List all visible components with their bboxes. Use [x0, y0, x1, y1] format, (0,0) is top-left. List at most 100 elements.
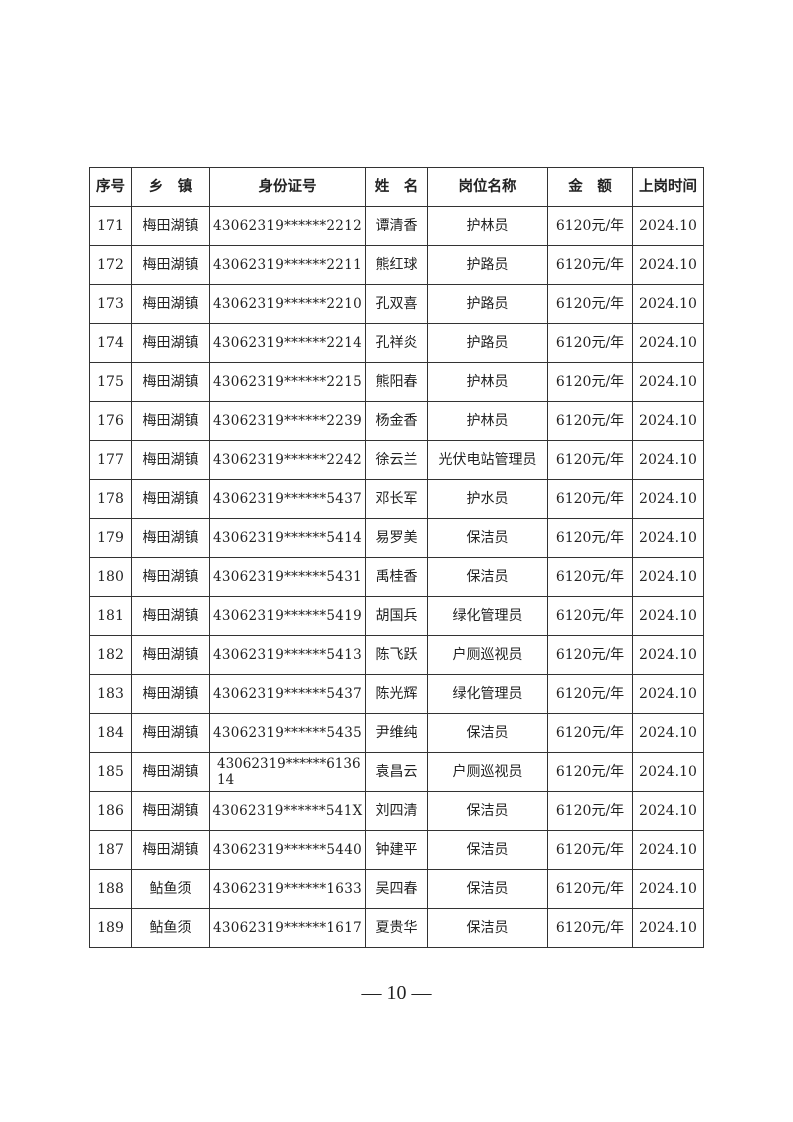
- cell-start-date: 2024.10: [632, 830, 704, 870]
- table-row: 188 鲇鱼须 43062319******1633 吴四春 保洁员 6120元/年 202…: [89, 869, 704, 909]
- cell-amount: 6120元/年: [547, 635, 633, 675]
- cell-amount: 6120元/年: [547, 752, 633, 792]
- cell-id-number: 43062319******5431: [209, 557, 366, 597]
- table-row: 179 梅田湖镇 43062319******5414 易罗美 保洁员 6120元/年 20…: [89, 518, 704, 558]
- cell-name: 熊红球: [365, 245, 428, 285]
- cell-town: 梅田湖镇: [131, 401, 210, 441]
- table-row: 186 梅田湖镇 43062319******541X 刘四清 保洁员 6120元/年 20…: [89, 791, 704, 831]
- cell-start-date: 2024.10: [632, 752, 704, 792]
- cell-town: 梅田湖镇: [131, 479, 210, 519]
- header-amount: 金 额: [547, 167, 633, 207]
- table-row: 178 梅田湖镇 43062319******5437 邓长军 护水员 6120元/年 20…: [89, 479, 704, 519]
- cell-serial: 173: [89, 284, 132, 324]
- cell-position: 护路员: [427, 245, 548, 285]
- cell-position: 护路员: [427, 284, 548, 324]
- cell-amount: 6120元/年: [547, 557, 633, 597]
- cell-town: 梅田湖镇: [131, 791, 210, 831]
- cell-name: 谭清香: [365, 206, 428, 246]
- table-row: 181 梅田湖镇 43062319******5419 胡国兵 绿化管理员 6120元/年…: [89, 596, 704, 636]
- cell-id-number: 43062319******5413: [209, 635, 366, 675]
- cell-start-date: 2024.10: [632, 401, 704, 441]
- table-row: 177 梅田湖镇 43062319******2242 徐云兰 光伏电站管理员 6120元…: [89, 440, 704, 480]
- table-row: 171 梅田湖镇 43062319******2212 谭清香 护林员 6120元/年 20…: [89, 206, 704, 246]
- cell-position: 护水员: [427, 479, 548, 519]
- cell-start-date: 2024.10: [632, 518, 704, 558]
- cell-start-date: 2024.10: [632, 557, 704, 597]
- cell-serial: 179: [89, 518, 132, 558]
- page-number: — 10 —: [361, 982, 432, 1004]
- cell-id-number: 43062319******2212: [209, 206, 366, 246]
- cell-amount: 6120元/年: [547, 518, 633, 558]
- personnel-table: 序号乡 镇身份证号姓 名岗位名称金 额上岗时间 171 梅田湖镇 43062319*…: [89, 167, 704, 948]
- cell-name: 刘四清: [365, 791, 428, 831]
- cell-town: 梅田湖镇: [131, 440, 210, 480]
- cell-town: 梅田湖镇: [131, 752, 210, 792]
- cell-name: 袁昌云: [365, 752, 428, 792]
- cell-position: 保洁员: [427, 908, 548, 948]
- cell-start-date: 2024.10: [632, 206, 704, 246]
- cell-amount: 6120元/年: [547, 713, 633, 753]
- header-serial: 序号: [89, 167, 132, 207]
- cell-amount: 6120元/年: [547, 440, 633, 480]
- cell-serial: 176: [89, 401, 132, 441]
- cell-position: 光伏电站管理员: [427, 440, 548, 480]
- cell-town: 鲇鱼须: [131, 908, 210, 948]
- cell-position: 保洁员: [427, 791, 548, 831]
- cell-amount: 6120元/年: [547, 830, 633, 870]
- cell-name: 吴四春: [365, 869, 428, 909]
- cell-start-date: 2024.10: [632, 869, 704, 909]
- cell-serial: 177: [89, 440, 132, 480]
- cell-position: 保洁员: [427, 869, 548, 909]
- cell-town: 梅田湖镇: [131, 323, 210, 363]
- cell-amount: 6120元/年: [547, 362, 633, 402]
- cell-serial: 189: [89, 908, 132, 948]
- cell-serial: 182: [89, 635, 132, 675]
- cell-serial: 172: [89, 245, 132, 285]
- cell-id-number: 43062319******5440: [209, 830, 366, 870]
- cell-position: 护林员: [427, 401, 548, 441]
- table-row: 176 梅田湖镇 43062319******2239 杨金香 护林员 6120元/年 20…: [89, 401, 704, 441]
- cell-amount: 6120元/年: [547, 674, 633, 714]
- cell-serial: 185: [89, 752, 132, 792]
- cell-id-number: 43062319******5419: [209, 596, 366, 636]
- cell-start-date: 2024.10: [632, 440, 704, 480]
- cell-name: 孔祥炎: [365, 323, 428, 363]
- cell-town: 梅田湖镇: [131, 206, 210, 246]
- cell-town: 梅田湖镇: [131, 518, 210, 558]
- cell-start-date: 2024.10: [632, 479, 704, 519]
- cell-name: 陈飞跃: [365, 635, 428, 675]
- cell-id-number: 43062319******5437: [209, 674, 366, 714]
- cell-id-number: 43062319******5414: [209, 518, 366, 558]
- cell-position: 绿化管理员: [427, 596, 548, 636]
- cell-name: 陈光辉: [365, 674, 428, 714]
- cell-position: 绿化管理员: [427, 674, 548, 714]
- header-name: 姓 名: [365, 167, 428, 207]
- cell-name: 熊阳春: [365, 362, 428, 402]
- cell-start-date: 2024.10: [632, 245, 704, 285]
- cell-id-number: 43062319******2210: [209, 284, 366, 324]
- cell-town: 梅田湖镇: [131, 362, 210, 402]
- table-row: 184 梅田湖镇 43062319******5435 尹维纯 保洁员 6120元/年 20…: [89, 713, 704, 753]
- cell-town: 梅田湖镇: [131, 557, 210, 597]
- cell-amount: 6120元/年: [547, 245, 633, 285]
- cell-start-date: 2024.10: [632, 284, 704, 324]
- cell-id-number: 43062319******613614: [209, 752, 366, 792]
- cell-serial: 171: [89, 206, 132, 246]
- cell-start-date: 2024.10: [632, 713, 704, 753]
- cell-start-date: 2024.10: [632, 791, 704, 831]
- cell-id-number: 43062319******1633: [209, 869, 366, 909]
- cell-amount: 6120元/年: [547, 284, 633, 324]
- cell-start-date: 2024.10: [632, 362, 704, 402]
- cell-amount: 6120元/年: [547, 908, 633, 948]
- cell-amount: 6120元/年: [547, 401, 633, 441]
- cell-id-number: 43062319******2239: [209, 401, 366, 441]
- table-header-row: 序号乡 镇身份证号姓 名岗位名称金 额上岗时间: [89, 167, 704, 207]
- cell-amount: 6120元/年: [547, 323, 633, 363]
- table-row: 185 梅田湖镇 43062319******613614 袁昌云 户厕巡视员 6120元…: [89, 752, 704, 792]
- cell-id-number: 43062319******1617: [209, 908, 366, 948]
- table-row: 175 梅田湖镇 43062319******2215 熊阳春 护林员 6120元/年 20…: [89, 362, 704, 402]
- cell-serial: 186: [89, 791, 132, 831]
- header-town: 乡 镇: [131, 167, 210, 207]
- cell-amount: 6120元/年: [547, 791, 633, 831]
- cell-town: 梅田湖镇: [131, 830, 210, 870]
